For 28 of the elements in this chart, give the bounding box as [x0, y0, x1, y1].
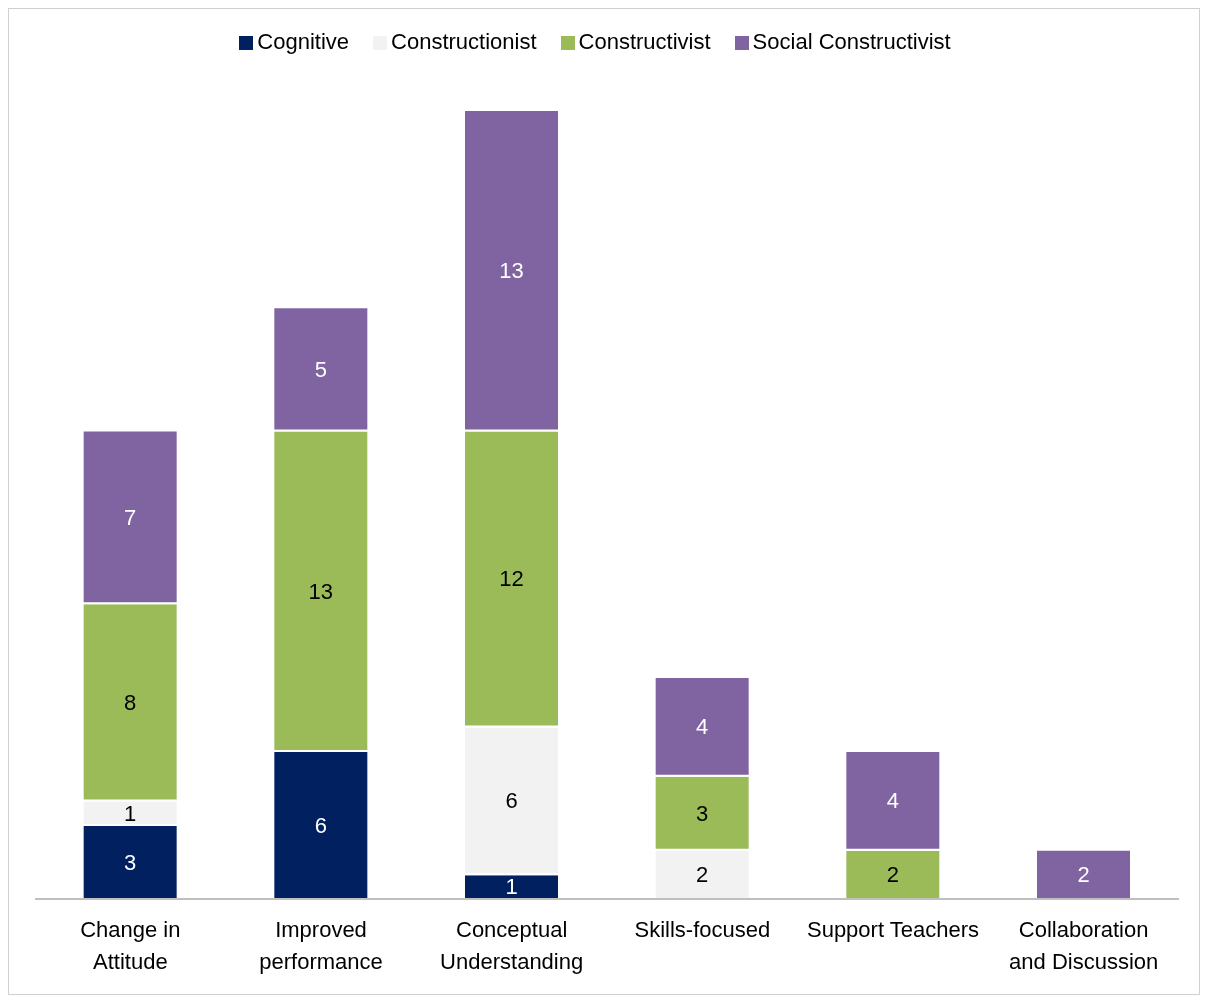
data-label: 2 [1077, 862, 1090, 888]
data-label: 8 [124, 689, 137, 715]
x-tick-label: Conceptual Understanding [440, 917, 584, 974]
data-label: 12 [499, 566, 524, 592]
data-label: 13 [308, 578, 334, 604]
legend-label: Constructionist [391, 29, 537, 54]
x-tick-label: Support Teachers [806, 917, 980, 942]
x-tick-label: Improved performance [259, 917, 383, 974]
data-label: 3 [124, 849, 137, 875]
data-label: 4 [886, 788, 899, 814]
data-label: 1 [124, 800, 137, 826]
data-label: 7 [124, 504, 137, 530]
legend-label: Social Constructivist [752, 29, 951, 54]
data-label: 2 [696, 862, 709, 888]
data-label: 3 [696, 800, 709, 826]
x-tick-label: Change in Attitude [80, 917, 181, 974]
x-tick-label: Collaboration and Discussion [1009, 917, 1159, 974]
data-label: 1 [505, 874, 518, 900]
data-label: 4 [696, 714, 709, 740]
data-label: 2 [886, 862, 899, 888]
bar [1035, 848, 1132, 900]
data-label: 6 [314, 812, 327, 838]
data-label: 13 [499, 258, 524, 284]
legend-label: Cognitive [257, 29, 350, 54]
x-tick-label: Skills-focused [634, 917, 771, 942]
legend-label: Constructivist [578, 29, 711, 54]
data-label: 6 [505, 788, 518, 814]
data-label: 5 [314, 356, 327, 382]
